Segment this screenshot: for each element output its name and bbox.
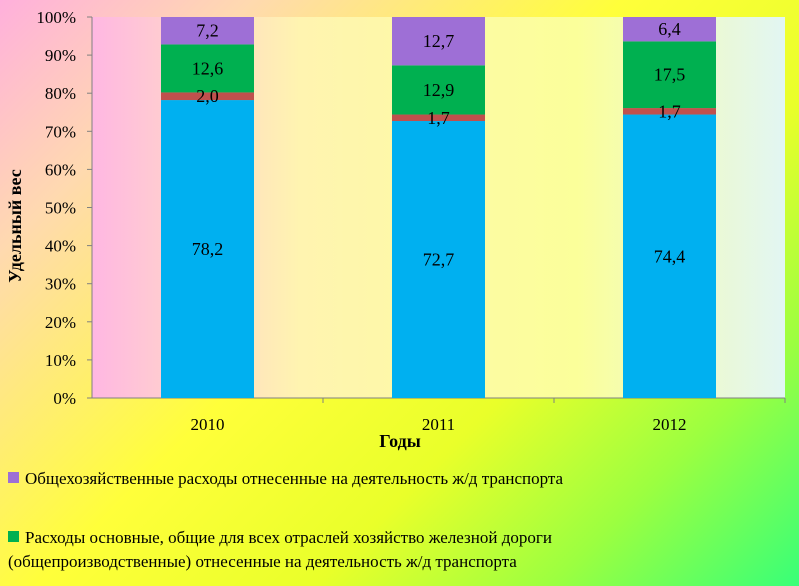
x-axis-title: Годы — [379, 431, 421, 451]
x-tick-label: 2011 — [422, 415, 455, 434]
data-label: 1,7 — [427, 108, 450, 128]
bar-segment — [161, 44, 254, 93]
bar-segment — [392, 17, 485, 66]
data-label: 12,9 — [423, 80, 455, 100]
data-label: 74,4 — [654, 246, 686, 266]
bar-segment — [623, 41, 716, 109]
data-label: 7,2 — [196, 21, 219, 41]
data-label: 17,5 — [654, 65, 686, 85]
data-label: 1,7 — [658, 101, 681, 121]
data-label: 12,7 — [423, 31, 455, 51]
legend-item-general-expenses: Общехозяйственные расходы отнесенные на … — [8, 467, 563, 491]
bar-segment — [161, 17, 254, 45]
data-label: 6,4 — [658, 19, 681, 39]
legend-item-main-expenses: Расходы основные, общие для всех отрасле… — [8, 526, 552, 574]
y-tick-label: 30% — [45, 275, 76, 294]
x-tick-label: 2010 — [191, 415, 225, 434]
data-label: 78,2 — [192, 239, 224, 259]
y-tick-label: 0% — [53, 389, 76, 408]
legend-label-general-expenses: Общехозяйственные расходы отнесенные на … — [25, 469, 564, 488]
bar-segment — [623, 108, 716, 115]
data-label: 72,7 — [423, 250, 455, 270]
data-label: 12,6 — [192, 58, 224, 78]
data-label: 2,0 — [196, 86, 219, 106]
bar-segment — [623, 114, 716, 398]
legend-swatch-purple — [8, 472, 19, 483]
y-tick-label: 50% — [45, 199, 76, 218]
bar-segment — [161, 92, 254, 101]
y-tick-label: 70% — [45, 122, 76, 141]
y-tick-label: 20% — [45, 313, 76, 332]
x-tick-label: 2012 — [653, 415, 687, 434]
y-tick-label: 40% — [45, 237, 76, 256]
bar-segment — [392, 114, 485, 122]
y-tick-label: 60% — [45, 160, 76, 179]
bar-segment — [392, 65, 485, 115]
y-tick-label: 90% — [45, 46, 76, 65]
legend-label-main-expenses: Расходы основные, общие для всех отрасле… — [8, 528, 552, 571]
y-tick-label: 80% — [45, 84, 76, 103]
bar-segment — [392, 121, 485, 398]
legend-swatch-green — [8, 531, 19, 542]
y-tick-label: 10% — [45, 351, 76, 370]
y-axis-title: Удельный вес — [5, 169, 25, 282]
bar-segment — [161, 100, 254, 399]
bar-segment — [623, 17, 716, 42]
y-tick-label: 100% — [36, 8, 76, 27]
